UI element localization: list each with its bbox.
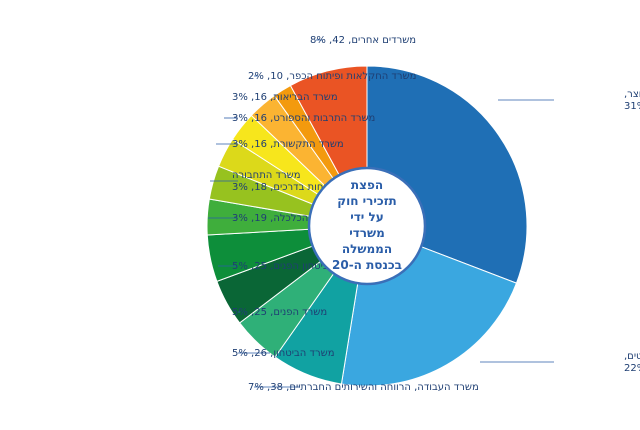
center-line-2: תזכירי חוק: [337, 194, 396, 208]
slice-label-3-line-0: משרד הביטחון, 26, 5%: [232, 348, 335, 359]
center-label: הפצת תזכירי חוק על ידי משרדי הממשלה בכנס…: [307, 166, 427, 286]
center-line-3: על ידי: [350, 210, 384, 224]
center-line-6: בכנסת ה-20: [332, 258, 402, 272]
slice-label-12-line-0: משרדים אחרים, 42, 8%: [310, 35, 416, 46]
slice-label-1-line-1: 115, 22%: [624, 363, 640, 374]
slice-label-7-line-1: והבטיחות בדרכים, 18, 3%: [232, 182, 347, 193]
slice-label-7-line-0: משרד התחבורה: [232, 170, 300, 181]
slice-label-8-line-0: משרד התקשורת, 16, 3%: [232, 139, 344, 150]
center-circle: [307, 166, 427, 286]
slice-label-5-line-0: משרד לביטחון הפנים, 25, 5%: [232, 261, 363, 272]
slice-label-0-line-0: משרד האוצר,: [624, 89, 640, 100]
label-leaders: [208, 39, 554, 388]
center-line-1: הפצת: [351, 178, 383, 192]
slice-label-1-line-0: משרד המשפטים,: [624, 351, 640, 362]
slice-label-0-line-1: 163, 31%: [624, 101, 640, 112]
slice-label-2-line-0: משרד העבודה, הרווחה והשירותים החברתיים, …: [248, 382, 479, 393]
center-line-4: משרדי: [349, 226, 385, 240]
slice-label-10-line-0: משרד הבריאות, 16, 3%: [232, 92, 338, 103]
slice-label-11-line-0: משרד החקלאות ופיתוח הכפר, 10, 2%: [248, 71, 416, 82]
slice-label-9-line-0: משרד התרבות והספורט, 16, 3%: [232, 113, 375, 124]
slice-label-4-line-0: משרד הפנים, 25, 5%: [232, 307, 327, 318]
slice-labels: משרד האוצר,163, 31% משרד המשפטים,115, 22%…: [232, 35, 640, 393]
center-line-5: הממשלה: [342, 242, 392, 256]
slice-label-6-line-0: משרד הכלכלה, 19, 3%: [232, 213, 337, 224]
